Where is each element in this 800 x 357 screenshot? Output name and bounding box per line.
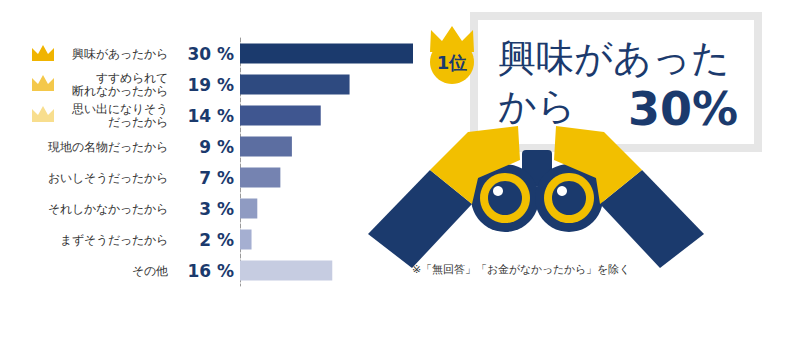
svg-text:30 %: 30 % <box>187 44 234 64</box>
svg-text:だったから: だったから <box>108 115 168 129</box>
svg-text:興味があったから: 興味があったから <box>72 47 168 61</box>
svg-text:19 %: 19 % <box>187 75 234 95</box>
svg-text:2 %: 2 % <box>199 230 234 250</box>
svg-text:から: から <box>498 84 576 128</box>
svg-text:9 %: 9 % <box>199 137 234 157</box>
svg-text:16 %: 16 % <box>187 261 234 281</box>
svg-text:7 %: 7 % <box>199 168 234 188</box>
svg-text:現地の名物だったから: 現地の名物だったから <box>48 140 168 154</box>
svg-text:その他: その他 <box>132 264 168 278</box>
svg-text:3 %: 3 % <box>199 199 234 219</box>
svg-text:思い出になりそう: 思い出になりそう <box>71 102 168 116</box>
svg-text:14 %: 14 % <box>187 106 234 126</box>
svg-text:断れなかったから: 断れなかったから <box>72 84 168 98</box>
svg-text:興味があった: 興味があった <box>498 36 730 80</box>
svg-text:30%: 30% <box>628 82 738 136</box>
svg-text:1位: 1位 <box>437 52 468 73</box>
svg-text:※「無回答」「お金がなかったから」を除く: ※「無回答」「お金がなかったから」を除く <box>412 263 630 276</box>
svg-text:おいしそうだったから: おいしそうだったから <box>48 171 168 185</box>
svg-text:すすめられて: すすめられて <box>96 71 168 85</box>
svg-text:まずそうだったから: まずそうだったから <box>60 233 168 247</box>
svg-text:それしかなかったから: それしかなかったから <box>48 202 168 216</box>
